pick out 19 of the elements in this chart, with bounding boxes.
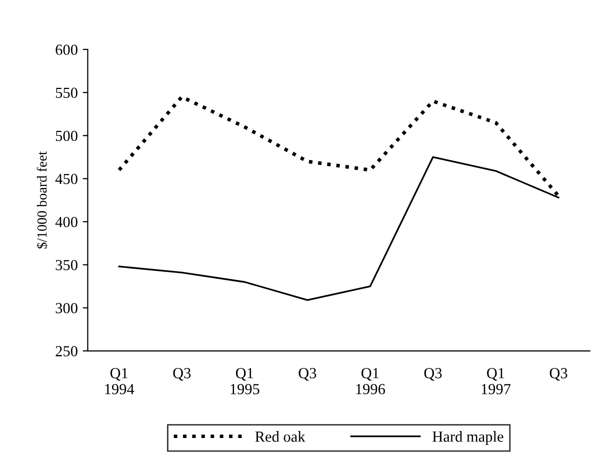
x-tick-label: Q3 [298,368,316,381]
x-tick-label: Q3 [424,368,442,381]
x-tick-label: Q1 1996 [356,368,386,394]
y-tick-label: 450 [55,174,78,184]
y-tick-label: 400 [55,216,78,228]
y-tick-label: 250 [56,346,78,356]
x-tick-label: Q3 [173,368,191,381]
y-tick-label: 550 [56,88,78,98]
x-tick-label: Q1 1997 [482,368,511,394]
y-axis-title: $/1000 board feet [36,151,48,249]
y-tick-label: 300 [56,302,78,314]
legend-label: Hard maple [432,431,504,445]
legend-label: Red oak [255,431,306,442]
y-tick-label: 350 [56,260,78,270]
x-tick-label: Q1 1995 [230,368,260,394]
x-tick-label: Q1 1994 [105,368,134,394]
y-tick-label: 600 [56,44,78,55]
x-tick-label: Q3 [550,368,568,381]
y-tick-label: 500 [56,130,78,142]
